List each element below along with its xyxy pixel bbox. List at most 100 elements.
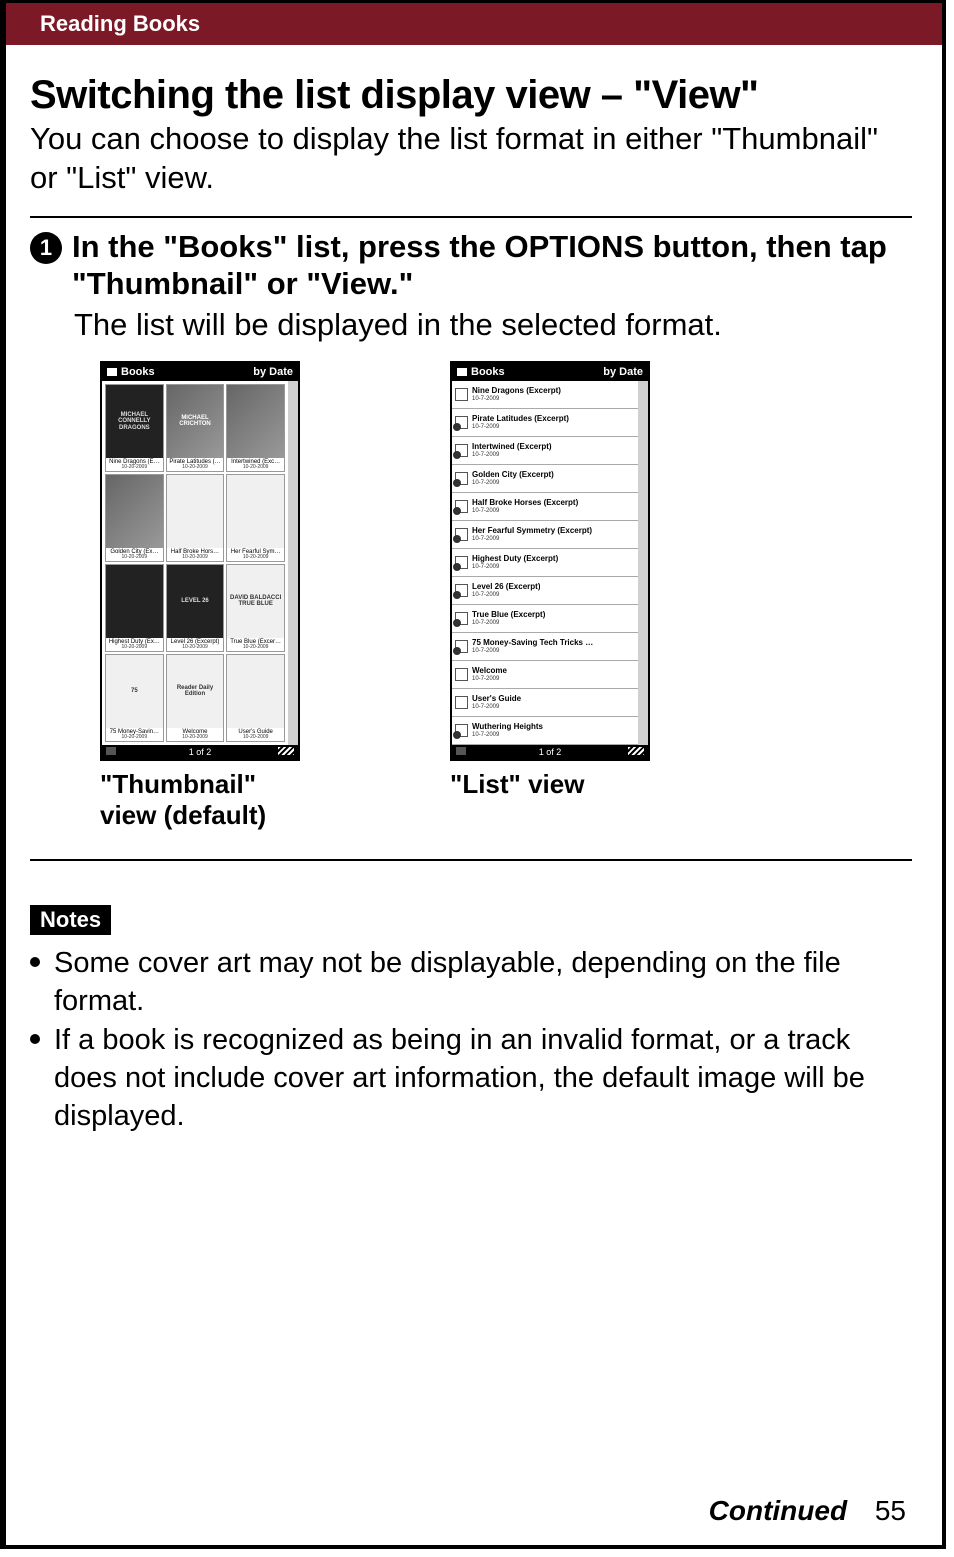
divider <box>30 859 912 861</box>
thumbnail-caption-text: User's Guide10-20-2009 <box>227 728 284 741</box>
step-1: 1 In the "Books" list, press the OPTIONS… <box>30 228 912 302</box>
notes-label: Notes <box>30 905 111 935</box>
list-row: Wuthering Heights10-7-2009 <box>452 717 638 745</box>
list-row-text: Her Fearful Symmetry (Excerpt)10-7-2009 <box>472 527 592 542</box>
book-icon <box>455 556 468 569</box>
list-row: Highest Duty (Excerpt)10-7-2009 <box>452 549 638 577</box>
page-footer: Continued 55 <box>709 1495 906 1527</box>
list-row: 75 Money-Saving Tech Tricks …10-7-2009 <box>452 633 638 661</box>
list-device: Books by Date Nine Dragons (Excerpt)10-7… <box>450 361 650 761</box>
list-row-text: Welcome10-7-2009 <box>472 667 507 682</box>
device-title: Books <box>107 366 155 378</box>
thumbnail-caption-text: Her Fearful Sym…10-20-2009 <box>227 548 284 561</box>
book-icon <box>455 696 468 709</box>
step-subtext: The list will be displayed in the select… <box>74 306 912 345</box>
book-cover: MICHAEL CONNELLY DRAGONS <box>106 385 163 458</box>
device-footer: 1 of 2 <box>102 745 298 759</box>
list-row-text: User's Guide10-7-2009 <box>472 695 521 710</box>
list-view-shot: Books by Date Nine Dragons (Excerpt)10-7… <box>450 361 650 831</box>
list-row-text: Golden City (Excerpt)10-7-2009 <box>472 471 554 486</box>
thumbnail-cell: DAVID BALDACCI TRUE BLUETrue Blue (Excer… <box>226 564 285 652</box>
list-row-text: Level 26 (Excerpt)10-7-2009 <box>472 583 540 598</box>
list-row: Pirate Latitudes (Excerpt)10-7-2009 <box>452 409 638 437</box>
list-row-text: Half Broke Horses (Excerpt)10-7-2009 <box>472 499 578 514</box>
page-content: Switching the list display view – "View"… <box>6 45 942 1135</box>
book-cover: 75 <box>106 655 163 728</box>
page-number: 55 <box>875 1495 906 1526</box>
page-subtitle: You can choose to display the list forma… <box>30 120 912 198</box>
book-icon <box>455 416 468 429</box>
thumbnail-caption-text: Highest Duty (Ex…10-20-2009 <box>106 638 163 651</box>
list-row: Welcome10-7-2009 <box>452 661 638 689</box>
list-row: User's Guide10-7-2009 <box>452 689 638 717</box>
book-icon <box>455 528 468 541</box>
thumbnail-caption: "Thumbnail" view (default) <box>100 769 300 831</box>
thumbnail-caption-text: Nine Dragons (E…10-20-2009 <box>106 458 163 471</box>
device-header: Books by Date <box>102 363 298 381</box>
book-cover: DAVID BALDACCI TRUE BLUE <box>227 565 284 638</box>
thumbnail-caption-text: True Blue (Excer…10-20-2009 <box>227 638 284 651</box>
list-row: True Blue (Excerpt)10-7-2009 <box>452 605 638 633</box>
thumbnail-cell: 7575 Money-Savin…10-20-2009 <box>105 654 164 742</box>
notes-section: Notes Some cover art may not be displaya… <box>30 905 912 1135</box>
book-cover <box>167 475 224 548</box>
list-row-text: Pirate Latitudes (Excerpt)10-7-2009 <box>472 415 569 430</box>
book-cover <box>227 655 284 728</box>
thumbnail-caption-text: Level 26 (Excerpt)10-20-2009 <box>167 638 224 651</box>
book-cover <box>227 385 284 458</box>
thumbnail-cell: Highest Duty (Ex…10-20-2009 <box>105 564 164 652</box>
thumbnail-cell: Half Broke Hors…10-20-2009 <box>166 474 225 562</box>
thumbnail-caption-text: Intertwined (Exc…10-20-2009 <box>227 458 284 471</box>
thumbnail-cell: MICHAEL CRICHTONPirate Latitudes (…10-20… <box>166 384 225 472</box>
list-row: Level 26 (Excerpt)10-7-2009 <box>452 577 638 605</box>
book-cover <box>106 565 163 638</box>
thumbnail-caption-text: Half Broke Hors…10-20-2009 <box>167 548 224 561</box>
book-icon <box>455 640 468 653</box>
thumbnail-cell: Her Fearful Sym…10-20-2009 <box>226 474 285 562</box>
screenshots-row: Books by Date MICHAEL CONNELLY DRAGONSNi… <box>100 361 912 831</box>
device-footer: 1 of 2 <box>452 745 648 759</box>
thumbnail-cell: Reader Daily EditionWelcome10-20-2009 <box>166 654 225 742</box>
thumbnail-cell: Intertwined (Exc…10-20-2009 <box>226 384 285 472</box>
thumbnail-view-shot: Books by Date MICHAEL CONNELLY DRAGONSNi… <box>100 361 300 831</box>
continued-label: Continued <box>709 1495 847 1526</box>
thumbnail-cell: Golden City (Ex…10-20-2009 <box>105 474 164 562</box>
list-row: Her Fearful Symmetry (Excerpt)10-7-2009 <box>452 521 638 549</box>
thumbnail-cell: MICHAEL CONNELLY DRAGONSNine Dragons (E…… <box>105 384 164 472</box>
thumbnail-caption-text: 75 Money-Savin…10-20-2009 <box>106 728 163 741</box>
book-icon <box>455 612 468 625</box>
list-row-text: True Blue (Excerpt)10-7-2009 <box>472 611 545 626</box>
list-row-text: Intertwined (Excerpt)10-7-2009 <box>472 443 552 458</box>
section-header: Reading Books <box>6 3 942 45</box>
manual-page: Reading Books Switching the list display… <box>0 0 946 1549</box>
list-row: Golden City (Excerpt)10-7-2009 <box>452 465 638 493</box>
book-icon <box>455 724 468 737</box>
book-cover <box>227 475 284 548</box>
list-row-text: 75 Money-Saving Tech Tricks …10-7-2009 <box>472 639 593 654</box>
book-icon <box>455 388 468 401</box>
list-row-text: Wuthering Heights10-7-2009 <box>472 723 543 738</box>
step-heading: In the "Books" list, press the OPTIONS b… <box>72 228 912 302</box>
book-icon <box>455 668 468 681</box>
notes-list: Some cover art may not be displayable, d… <box>30 945 912 1135</box>
list-row: Nine Dragons (Excerpt)10-7-2009 <box>452 381 638 409</box>
page-title: Switching the list display view – "View" <box>30 73 912 118</box>
list-row: Intertwined (Excerpt)10-7-2009 <box>452 437 638 465</box>
list-row-text: Highest Duty (Excerpt)10-7-2009 <box>472 555 558 570</box>
thumbnail-cell: User's Guide10-20-2009 <box>226 654 285 742</box>
thumbnail-device: Books by Date MICHAEL CONNELLY DRAGONSNi… <box>100 361 300 761</box>
book-cover: LEVEL 26 <box>167 565 224 638</box>
device-title: Books <box>457 366 505 378</box>
list-body: Nine Dragons (Excerpt)10-7-2009 Pirate La… <box>452 381 648 745</box>
thumbnail-caption-text: Golden City (Ex…10-20-2009 <box>106 548 163 561</box>
thumbnail-cell: LEVEL 26Level 26 (Excerpt)10-20-2009 <box>166 564 225 652</box>
book-icon <box>455 584 468 597</box>
book-icon <box>455 444 468 457</box>
book-cover: MICHAEL CRICHTON <box>167 385 224 458</box>
device-sort: by Date <box>253 366 293 378</box>
note-item: Some cover art may not be displayable, d… <box>30 945 912 1020</box>
thumbnail-caption-text: Pirate Latitudes (…10-20-2009 <box>167 458 224 471</box>
list-caption: "List" view <box>450 769 650 800</box>
note-item: If a book is recognized as being in an i… <box>30 1022 912 1135</box>
book-cover <box>106 475 163 548</box>
